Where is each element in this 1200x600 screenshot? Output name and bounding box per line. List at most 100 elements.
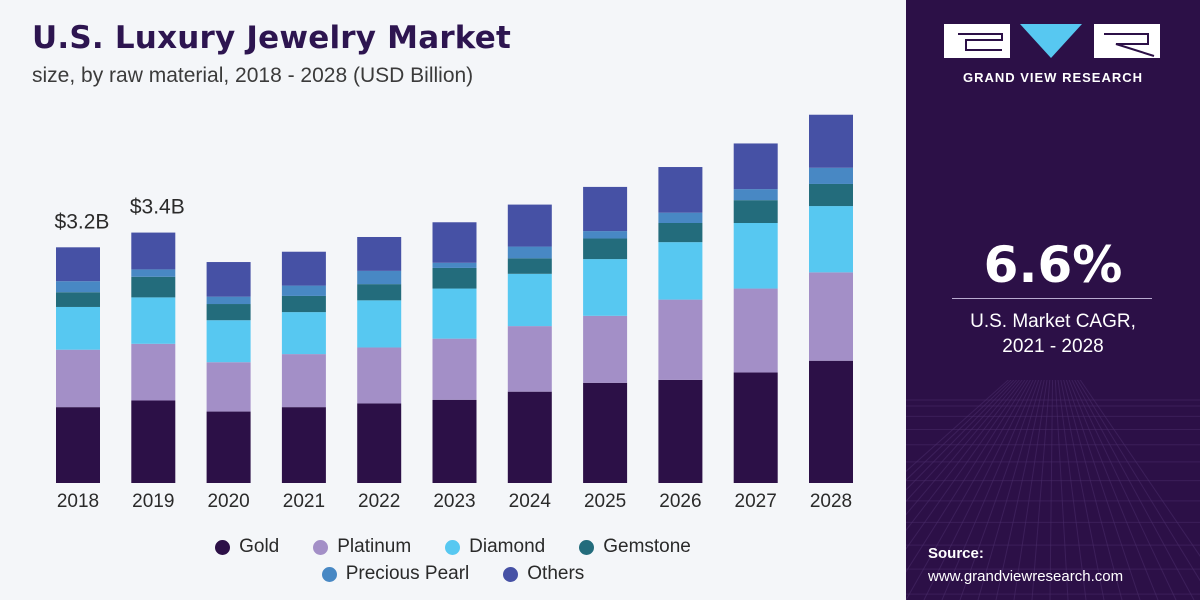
chart-panel: U.S. Luxury Jewelry Market size, by raw … xyxy=(0,20,906,585)
bar-2024-gemstone xyxy=(507,258,552,274)
bar-2024-platinum xyxy=(507,326,552,392)
x-tick-label-2023: 2023 xyxy=(433,491,475,512)
legend-label: Precious Pearl xyxy=(345,563,470,584)
bar-group-2022 xyxy=(357,236,402,483)
bar-2025-precious-pearl xyxy=(583,231,628,239)
bar-2027-platinum xyxy=(733,288,778,373)
bar-2024-gold xyxy=(507,391,552,483)
bar-2019-diamond xyxy=(131,297,176,344)
bar-group-2027 xyxy=(733,143,778,483)
bar-2024-others xyxy=(507,204,552,247)
legend-item-diamond: Diamond xyxy=(445,536,545,558)
bar-2027-gemstone xyxy=(733,200,778,224)
bar-group-2018 xyxy=(56,247,100,483)
legend-item-others: Others xyxy=(503,563,584,585)
bar-2026-precious-pearl xyxy=(658,212,703,224)
bar-2021-diamond xyxy=(281,312,326,355)
bar-2019-gold xyxy=(131,400,176,483)
bar-2020-gold xyxy=(206,411,251,483)
bar-2023-platinum xyxy=(432,338,477,400)
bar-2018-precious-pearl xyxy=(56,281,100,293)
bar-2023-gemstone xyxy=(432,267,477,289)
legend-item-platinum: Platinum xyxy=(313,536,411,558)
bar-2025-diamond xyxy=(583,259,628,316)
x-tick-label-2025: 2025 xyxy=(584,491,626,512)
bar-2020-others xyxy=(206,262,251,297)
bar-2028-platinum xyxy=(809,272,853,361)
bar-2018-diamond xyxy=(56,306,100,350)
x-tick-label-2028: 2028 xyxy=(810,491,852,512)
x-tick-label-2027: 2027 xyxy=(735,491,777,512)
bar-2020-precious-pearl xyxy=(206,296,251,305)
stacked-bar-chart: 2018 $3.2B 2019 $3.4B 2020 2021 2022 2023 2024 20… xyxy=(55,114,853,512)
x-tick-label-2019: 2019 xyxy=(132,491,174,512)
legend-item-gold: Gold xyxy=(215,536,279,558)
legend-swatch xyxy=(215,539,231,555)
cagr-value: 6.6% xyxy=(983,236,1123,294)
grid-decoration xyxy=(906,380,1200,600)
bar-2021-platinum xyxy=(281,354,326,408)
cagr-label: U.S. Market CAGR, xyxy=(970,311,1136,332)
legend-swatch xyxy=(579,539,595,555)
legend-swatch xyxy=(445,539,461,555)
chart-subtitle: size, by raw material, 2018 - 2028 (USD … xyxy=(32,64,474,87)
bar-2023-others xyxy=(432,222,477,263)
legend-label: Platinum xyxy=(337,536,412,557)
bar-2022-others xyxy=(357,236,402,271)
legend-item-gemstone: Gemstone xyxy=(579,536,691,558)
bar-group-2019 xyxy=(131,232,176,483)
legend-row-2: Precious Pearl Others xyxy=(0,563,906,585)
bar-2020-gemstone xyxy=(206,304,251,321)
bar-2023-gold xyxy=(432,399,477,483)
bar-2026-diamond xyxy=(658,242,703,300)
cagr-period: 2021 - 2028 xyxy=(1002,336,1104,357)
bar-2021-others xyxy=(281,251,326,286)
bar-group-2021 xyxy=(281,251,326,483)
brand-name: GRAND VIEW RESEARCH xyxy=(962,70,1144,85)
bar-group-2020 xyxy=(206,262,251,483)
bar-group-2028 xyxy=(809,114,853,483)
bar-2026-platinum xyxy=(658,299,703,380)
cagr-divider xyxy=(952,298,1152,299)
bar-2028-gold xyxy=(809,360,853,483)
bar-2018-gemstone xyxy=(56,292,100,307)
bar-2022-platinum xyxy=(357,347,402,404)
bar-2028-others xyxy=(809,114,853,168)
bar-2025-gold xyxy=(583,382,628,483)
bar-2023-diamond xyxy=(432,288,477,339)
legend-row-1: Gold Platinum Diamond Gemstone xyxy=(0,536,906,558)
bar-2021-gold xyxy=(281,407,326,483)
bar-2027-diamond xyxy=(733,223,778,289)
bar-2018-platinum xyxy=(56,349,100,408)
bar-2021-gemstone xyxy=(281,295,326,313)
legend-label: Diamond xyxy=(469,536,546,557)
bar-2028-gemstone xyxy=(809,183,853,207)
legend-label: Gold xyxy=(239,536,280,557)
bar-2022-gold xyxy=(357,403,402,483)
x-tick-label-2026: 2026 xyxy=(659,491,701,512)
bar-2027-precious-pearl xyxy=(733,189,778,201)
bar-2028-diamond xyxy=(809,206,853,273)
bar-2022-diamond xyxy=(357,300,402,348)
x-tick-label-2022: 2022 xyxy=(358,491,400,512)
bar-2021-precious-pearl xyxy=(281,285,326,296)
bar-group-2026 xyxy=(658,167,703,483)
bar-2025-gemstone xyxy=(583,238,628,260)
source-url: www.grandviewresearch.com xyxy=(928,568,1124,585)
legend-label: Gemstone xyxy=(603,536,691,557)
bar-2019-platinum xyxy=(131,343,176,401)
bar-2024-diamond xyxy=(507,273,552,327)
bar-2025-platinum xyxy=(583,315,628,383)
source-label: Source: xyxy=(928,545,984,562)
bar-2022-precious-pearl xyxy=(357,270,402,285)
bar-2027-others xyxy=(733,143,778,190)
gvr-logo-icon xyxy=(944,24,1160,58)
bar-2018-gold xyxy=(56,407,100,483)
x-tick-label-2018: 2018 xyxy=(57,491,99,512)
bar-group-2023 xyxy=(432,222,477,483)
bar-group-2024 xyxy=(507,204,552,483)
data-label-2018: $3.2B xyxy=(55,210,110,233)
data-label-2019: $3.4B xyxy=(130,196,185,219)
bar-2020-diamond xyxy=(206,320,251,363)
bar-2019-others xyxy=(131,232,176,270)
